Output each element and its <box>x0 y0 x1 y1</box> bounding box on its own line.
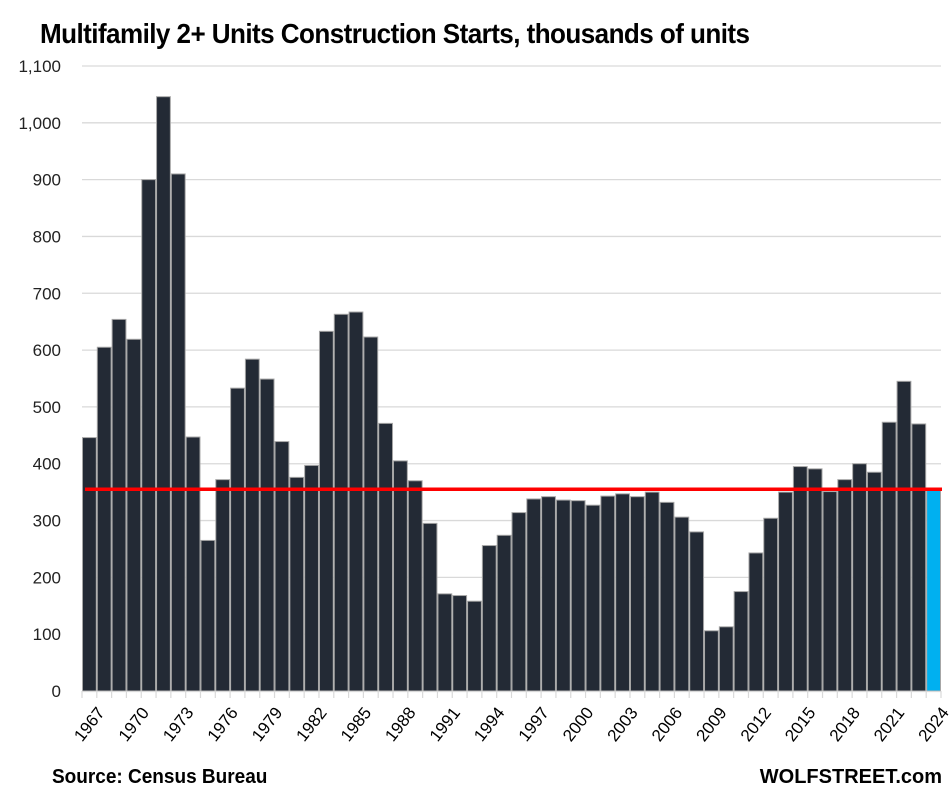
y-tick-label: 1,000 <box>18 114 61 133</box>
x-tick-label: 2006 <box>648 704 686 746</box>
brand-watermark: WOLFSTREET.com <box>759 766 942 788</box>
bar-1968 <box>96 346 112 692</box>
bar-1989 <box>407 480 423 692</box>
bar-1987 <box>378 422 394 692</box>
bar-1986 <box>363 336 379 692</box>
bar-2019 <box>852 463 867 692</box>
bar-1971 <box>141 179 157 692</box>
bar-2015 <box>792 466 808 692</box>
y-tick-label: 300 <box>33 512 61 531</box>
x-tick-label: 1994 <box>470 704 508 746</box>
bar-1967 <box>82 437 97 692</box>
bar-2023 <box>911 423 927 692</box>
x-tick-label: 1973 <box>159 704 197 746</box>
x-tick-label: 1985 <box>337 704 375 746</box>
y-axis-ticks: 0 100 200 300 400 500 600 700 800 900 1,000 1,100 <box>18 57 61 701</box>
bar-2010 <box>718 626 734 692</box>
bar-1982 <box>304 464 319 692</box>
source-note: Source: Census Bureau <box>52 766 268 788</box>
bar-1994 <box>481 545 497 692</box>
bar-2017 <box>822 491 838 692</box>
x-tick-label: 2018 <box>826 704 864 746</box>
bar-1981 <box>289 476 305 692</box>
bar-2013 <box>763 517 779 692</box>
bar-2001 <box>585 504 601 692</box>
bar-1970 <box>126 338 142 692</box>
x-tick-label: 1967 <box>70 704 108 746</box>
bar-1980 <box>274 441 290 692</box>
bar-2011 <box>733 591 749 692</box>
x-tick-label: 2009 <box>692 704 730 746</box>
y-tick-label: 400 <box>33 455 61 474</box>
bar-1977 <box>230 387 245 692</box>
bar-2024 <box>926 488 941 692</box>
x-tick-label: 2024 <box>915 704 950 746</box>
bar-1999 <box>555 499 571 692</box>
y-tick-label: 100 <box>33 625 61 644</box>
x-axis-ticks: 1967 1970 1973 1976 1979 1982 1985 1988 1991 1994… <box>70 704 950 746</box>
y-tick-label: 700 <box>33 284 61 303</box>
bar-2009 <box>704 630 719 692</box>
x-tick-label: 2015 <box>781 704 819 746</box>
bar-1992 <box>452 595 468 692</box>
bar-1973 <box>170 173 186 692</box>
x-tick-label: 2021 <box>870 704 908 746</box>
bar-2021 <box>881 421 897 692</box>
x-tick-label: 1991 <box>426 704 464 746</box>
bar-1983 <box>318 330 334 692</box>
bar-2007 <box>674 516 690 692</box>
x-axis <box>81 690 942 698</box>
bar-2016 <box>807 468 823 692</box>
bar-1972 <box>156 96 171 692</box>
bar-1969 <box>111 318 127 692</box>
x-tick-label: 2000 <box>559 704 597 746</box>
bar-1998 <box>541 496 556 692</box>
chart-title: Multifamily 2+ Units Construction Starts… <box>40 18 750 49</box>
bar-2014 <box>778 491 793 692</box>
y-tick-label: 900 <box>33 171 61 190</box>
y-tick-label: 200 <box>33 568 61 587</box>
bar-2008 <box>689 531 705 692</box>
bar-1991 <box>437 593 453 692</box>
bar-2020 <box>866 471 882 692</box>
bar-2012 <box>748 552 764 692</box>
y-tick-label: 600 <box>33 341 61 360</box>
bar-1976 <box>215 479 231 692</box>
bar-2018 <box>837 479 853 692</box>
x-tick-label: 2012 <box>737 704 775 746</box>
bar-2005 <box>644 491 660 692</box>
bar-1984 <box>333 313 349 692</box>
bar-1995 <box>496 534 512 692</box>
y-tick-label: 500 <box>33 398 61 417</box>
bar-2006 <box>659 501 675 692</box>
bar-1996 <box>511 512 527 692</box>
bar-2004 <box>629 496 645 692</box>
x-tick-label: 1979 <box>248 704 286 746</box>
bar-2003 <box>615 493 630 692</box>
bar-1985 <box>348 311 364 692</box>
bar-1990 <box>422 522 438 692</box>
bar-2000 <box>570 500 586 692</box>
bar-1988 <box>393 460 408 692</box>
bar-1975 <box>200 539 216 692</box>
bar-2002 <box>600 495 616 692</box>
bars <box>82 96 941 692</box>
y-tick-label: 0 <box>52 682 61 701</box>
bar-1997 <box>526 498 542 692</box>
y-tick-label: 800 <box>33 227 61 246</box>
x-tick-label: 1976 <box>204 704 242 746</box>
x-tick-label: 1970 <box>115 704 153 746</box>
bar-1974 <box>185 436 201 692</box>
y-tick-label: 1,100 <box>18 57 61 76</box>
bar-1979 <box>259 378 275 692</box>
x-tick-label: 1982 <box>292 704 330 746</box>
bar-1993 <box>467 600 482 692</box>
x-tick-label: 2003 <box>604 704 642 746</box>
x-tick-label: 1988 <box>381 704 419 746</box>
x-tick-label: 1997 <box>515 704 553 746</box>
bar-2022 <box>896 380 912 692</box>
bar-1978 <box>244 358 260 692</box>
